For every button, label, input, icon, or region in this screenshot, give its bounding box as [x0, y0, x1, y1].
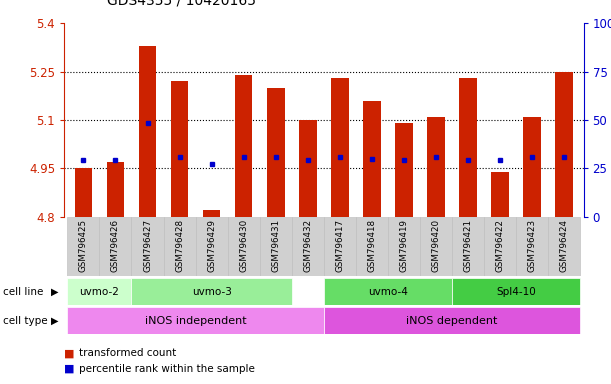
- Bar: [484, 217, 516, 276]
- Text: transformed count: transformed count: [79, 348, 177, 358]
- Text: cell line: cell line: [3, 287, 43, 297]
- Text: GDS4355 / 10420165: GDS4355 / 10420165: [107, 0, 256, 8]
- Bar: [331, 78, 349, 217]
- Bar: [452, 278, 580, 305]
- Text: GSM796429: GSM796429: [207, 219, 216, 272]
- Text: GSM796418: GSM796418: [367, 219, 376, 272]
- Bar: [363, 101, 381, 217]
- Bar: [427, 117, 445, 217]
- Text: GSM796430: GSM796430: [239, 219, 248, 272]
- Bar: [67, 278, 131, 305]
- Bar: [100, 217, 131, 276]
- Text: GSM796420: GSM796420: [431, 219, 441, 272]
- Bar: [260, 217, 292, 276]
- Text: GSM796431: GSM796431: [271, 219, 280, 272]
- Bar: [170, 81, 188, 217]
- Bar: [324, 217, 356, 276]
- Bar: [452, 217, 484, 276]
- Bar: [75, 169, 92, 217]
- Bar: [139, 46, 156, 217]
- Bar: [235, 75, 252, 217]
- Bar: [228, 217, 260, 276]
- Text: GSM796425: GSM796425: [79, 219, 88, 272]
- Text: GSM796424: GSM796424: [560, 219, 569, 272]
- Text: uvmo-4: uvmo-4: [368, 287, 408, 297]
- Text: GSM796421: GSM796421: [464, 219, 472, 272]
- Bar: [388, 217, 420, 276]
- Bar: [395, 123, 413, 217]
- Text: ▶: ▶: [51, 287, 58, 297]
- Text: iNOS dependent: iNOS dependent: [406, 316, 498, 326]
- Bar: [491, 172, 509, 217]
- Bar: [131, 278, 292, 305]
- Bar: [299, 120, 316, 217]
- Bar: [67, 217, 100, 276]
- Text: ▶: ▶: [51, 316, 58, 326]
- Text: GSM796426: GSM796426: [111, 219, 120, 272]
- Bar: [267, 88, 285, 217]
- Text: GSM796419: GSM796419: [400, 219, 409, 272]
- Text: cell type: cell type: [3, 316, 48, 326]
- Text: uvmo-2: uvmo-2: [79, 287, 119, 297]
- Bar: [524, 117, 541, 217]
- Bar: [548, 217, 580, 276]
- Bar: [131, 217, 164, 276]
- Bar: [67, 307, 324, 334]
- Text: GSM796432: GSM796432: [303, 219, 312, 272]
- Bar: [324, 278, 452, 305]
- Bar: [420, 217, 452, 276]
- Text: percentile rank within the sample: percentile rank within the sample: [79, 364, 255, 374]
- Text: uvmo-3: uvmo-3: [192, 287, 232, 297]
- Text: ■: ■: [64, 364, 75, 374]
- Text: GSM796417: GSM796417: [335, 219, 345, 272]
- Text: Spl4-10: Spl4-10: [496, 287, 536, 297]
- Bar: [196, 217, 228, 276]
- Text: iNOS independent: iNOS independent: [145, 316, 246, 326]
- Bar: [107, 162, 124, 217]
- Text: GSM796428: GSM796428: [175, 219, 184, 272]
- Bar: [292, 217, 324, 276]
- Bar: [203, 210, 221, 217]
- Bar: [459, 78, 477, 217]
- Bar: [516, 217, 548, 276]
- Bar: [324, 307, 580, 334]
- Bar: [555, 71, 573, 217]
- Text: GSM796423: GSM796423: [528, 219, 536, 272]
- Bar: [164, 217, 196, 276]
- Text: ■: ■: [64, 348, 75, 358]
- Text: GSM796422: GSM796422: [496, 219, 505, 272]
- Bar: [356, 217, 388, 276]
- Text: GSM796427: GSM796427: [143, 219, 152, 272]
